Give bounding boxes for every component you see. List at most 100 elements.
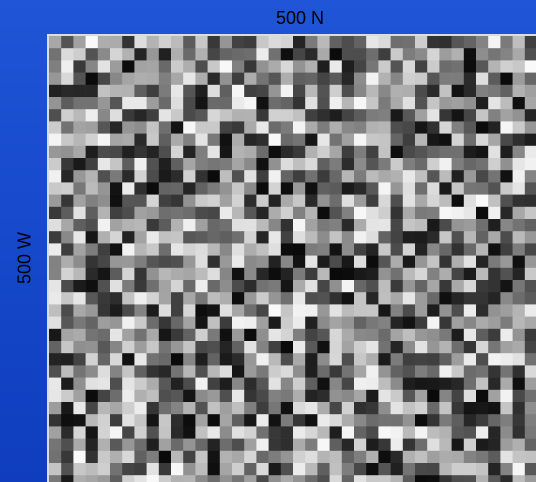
noise-cell bbox=[354, 121, 367, 133]
noise-cell bbox=[256, 73, 269, 86]
noise-cell bbox=[122, 97, 135, 110]
noise-cell bbox=[220, 219, 233, 232]
noise-cell bbox=[195, 463, 208, 476]
noise-cell bbox=[342, 134, 355, 147]
noise-cell bbox=[256, 378, 269, 391]
noise-cell bbox=[61, 256, 73, 269]
noise-cell bbox=[488, 158, 501, 171]
noise-cell bbox=[98, 268, 111, 281]
noise-cell bbox=[452, 280, 465, 293]
noise-cell bbox=[171, 146, 184, 159]
noise-cell bbox=[61, 195, 73, 208]
noise-cell bbox=[110, 280, 123, 293]
noise-cell bbox=[366, 207, 379, 220]
noise-cell bbox=[281, 463, 294, 476]
noise-cell bbox=[208, 268, 221, 281]
noise-cell bbox=[317, 85, 330, 98]
noise-cell bbox=[281, 451, 294, 464]
noise-cell bbox=[98, 134, 111, 147]
noise-cell bbox=[476, 317, 489, 330]
noise-cell bbox=[256, 231, 269, 244]
noise-cell bbox=[354, 304, 367, 317]
noise-cell bbox=[256, 426, 269, 439]
noise-cell bbox=[49, 48, 62, 61]
noise-cell bbox=[513, 475, 526, 482]
noise-cell bbox=[488, 280, 501, 293]
noise-cell bbox=[391, 426, 404, 439]
noise-cell bbox=[464, 414, 477, 427]
noise-cell bbox=[147, 280, 160, 293]
noise-cell bbox=[513, 73, 526, 86]
noise-cell bbox=[378, 109, 391, 122]
noise-cell bbox=[513, 36, 526, 49]
noise-cell bbox=[171, 402, 184, 415]
noise-cell bbox=[330, 170, 343, 183]
noise-cell bbox=[452, 365, 465, 378]
noise-cell bbox=[488, 439, 501, 452]
noise-cell bbox=[171, 231, 184, 244]
noise-cell bbox=[122, 85, 135, 98]
noise-cell bbox=[378, 353, 391, 366]
noise-cell bbox=[427, 329, 440, 342]
noise-cell bbox=[110, 304, 123, 317]
noise-cell bbox=[464, 292, 477, 305]
noise-cell bbox=[73, 109, 86, 122]
noise-cell bbox=[391, 219, 404, 232]
noise-cell bbox=[244, 378, 257, 391]
noise-cell bbox=[305, 195, 318, 208]
noise-cell bbox=[49, 109, 62, 122]
noise-cell bbox=[110, 48, 123, 61]
noise-cell bbox=[61, 317, 73, 330]
noise-cell bbox=[134, 341, 147, 354]
noise-cell bbox=[220, 158, 233, 171]
noise-cell bbox=[159, 329, 172, 342]
noise-cell bbox=[427, 402, 440, 415]
noise-cell bbox=[86, 256, 99, 269]
noise-cell bbox=[342, 426, 355, 439]
noise-cell bbox=[61, 475, 73, 482]
noise-cell bbox=[525, 60, 536, 73]
noise-cell bbox=[452, 463, 465, 476]
noise-cell bbox=[464, 402, 477, 415]
noise-cell bbox=[183, 36, 196, 49]
noise-cell bbox=[354, 402, 367, 415]
noise-cell bbox=[403, 256, 416, 269]
noise-cell bbox=[183, 73, 196, 86]
noise-cell bbox=[476, 378, 489, 391]
noise-cell bbox=[488, 292, 501, 305]
noise-cell bbox=[464, 207, 477, 220]
noise-cell bbox=[208, 170, 221, 183]
noise-cell bbox=[134, 414, 147, 427]
noise-cell bbox=[122, 243, 135, 256]
noise-cell bbox=[183, 329, 196, 342]
noise-cell bbox=[73, 256, 86, 269]
noise-cell bbox=[171, 329, 184, 342]
noise-cell bbox=[476, 256, 489, 269]
noise-cell bbox=[208, 121, 221, 133]
noise-cell bbox=[244, 146, 257, 159]
noise-cell bbox=[427, 170, 440, 183]
noise-cell bbox=[49, 317, 62, 330]
noise-cell bbox=[354, 451, 367, 464]
noise-cell bbox=[317, 48, 330, 61]
noise-cell bbox=[256, 60, 269, 73]
noise-cell bbox=[439, 426, 452, 439]
noise-cell bbox=[134, 317, 147, 330]
noise-cell bbox=[305, 121, 318, 133]
noise-cell bbox=[147, 195, 160, 208]
noise-cell bbox=[281, 146, 294, 159]
noise-cell bbox=[49, 85, 62, 98]
noise-cell bbox=[86, 146, 99, 159]
noise-cell bbox=[330, 353, 343, 366]
noise-cell bbox=[525, 231, 536, 244]
noise-cell bbox=[256, 109, 269, 122]
noise-cell bbox=[476, 48, 489, 61]
noise-cell bbox=[330, 292, 343, 305]
noise-cell bbox=[110, 402, 123, 415]
noise-cell bbox=[500, 170, 513, 183]
noise-cell bbox=[354, 414, 367, 427]
noise-cell bbox=[171, 475, 184, 482]
noise-cell bbox=[439, 402, 452, 415]
noise-cell bbox=[427, 451, 440, 464]
noise-cell bbox=[391, 146, 404, 159]
